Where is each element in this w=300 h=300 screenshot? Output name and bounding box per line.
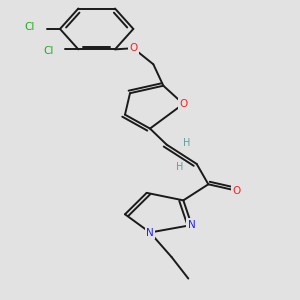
Text: O: O xyxy=(129,43,137,53)
Text: O: O xyxy=(179,99,188,109)
Text: H: H xyxy=(183,137,190,148)
Text: Cl: Cl xyxy=(25,22,35,32)
Text: H: H xyxy=(176,162,184,172)
Text: Cl: Cl xyxy=(43,46,53,56)
Text: N: N xyxy=(188,220,196,230)
Text: N: N xyxy=(146,227,154,238)
Text: O: O xyxy=(232,186,241,196)
